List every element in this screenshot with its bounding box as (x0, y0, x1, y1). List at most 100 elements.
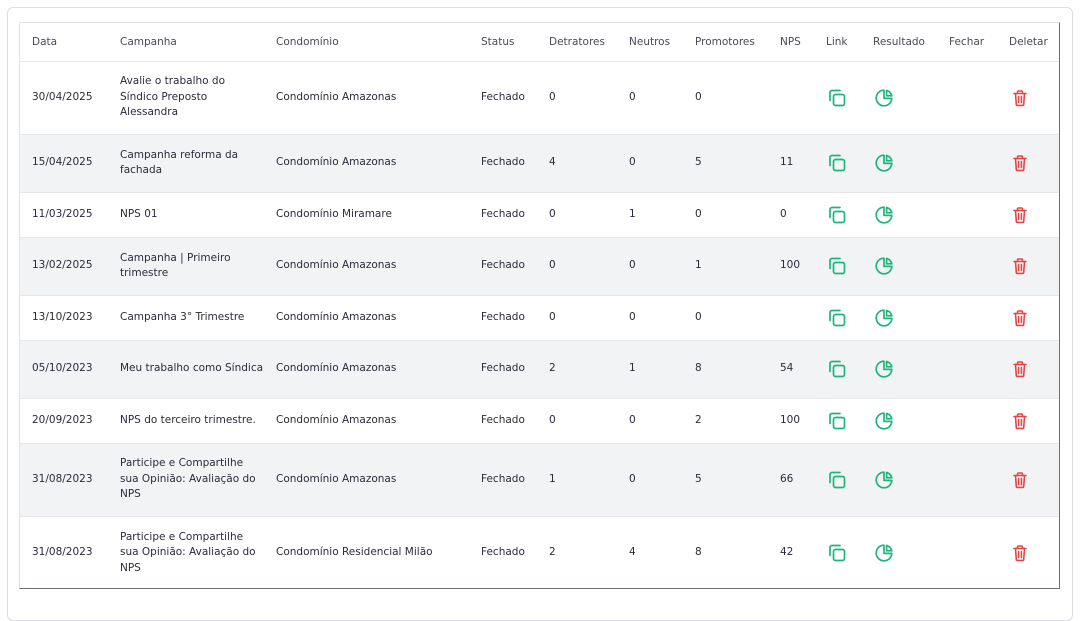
cell-condominio: Condomínio Amazonas (264, 397, 469, 443)
cell-data: 31/08/2023 (20, 442, 108, 516)
cell-deletar (997, 397, 1059, 443)
cell-status: Fechado (469, 515, 537, 588)
cell-condominio: Condomínio Miramare (264, 191, 469, 237)
table-row: 30/04/2025 Avalie o trabalho do Síndico … (20, 60, 1059, 134)
pie-chart-icon[interactable] (873, 255, 895, 277)
cell-fechar (937, 60, 997, 134)
cell-campanha: Participe e Compartilhe sua Opinião: Ava… (108, 515, 264, 588)
pie-chart-icon[interactable] (873, 358, 895, 380)
cell-data: 13/02/2025 (20, 236, 108, 295)
cell-fechar (937, 236, 997, 295)
cell-deletar (997, 339, 1059, 398)
copy-icon[interactable] (826, 255, 848, 277)
cell-detratores: 2 (537, 515, 617, 588)
cell-promotores: 0 (683, 60, 768, 134)
cell-campanha: Campanha reforma da fachada (108, 133, 264, 192)
cell-nps: 42 (768, 515, 814, 588)
header-deletar: Deletar (997, 23, 1059, 62)
cell-data: 20/09/2023 (20, 397, 108, 443)
cell-deletar (997, 294, 1059, 340)
cell-data: 13/10/2023 (20, 294, 108, 340)
cell-deletar (997, 236, 1059, 295)
header-promotores[interactable]: Promotores (683, 23, 768, 62)
trash-icon[interactable] (1009, 87, 1031, 109)
pie-chart-icon[interactable] (873, 410, 895, 432)
cell-resultado (861, 442, 937, 516)
copy-icon[interactable] (826, 204, 848, 226)
cell-promotores: 8 (683, 515, 768, 588)
cell-resultado (861, 191, 937, 237)
pie-chart-icon[interactable] (873, 542, 895, 564)
pie-chart-icon[interactable] (873, 469, 895, 491)
header-data[interactable]: Data (20, 23, 108, 62)
table-row: 05/10/2023 Meu trabalho como Síndica Con… (20, 339, 1059, 398)
trash-icon[interactable] (1009, 410, 1031, 432)
cell-resultado (861, 294, 937, 340)
cell-data: 05/10/2023 (20, 339, 108, 398)
cell-data: 15/04/2025 (20, 133, 108, 192)
header-condominio[interactable]: Condomínio (264, 23, 469, 62)
trash-icon[interactable] (1009, 204, 1031, 226)
copy-icon[interactable] (826, 542, 848, 564)
table-row: 31/08/2023 Participe e Compartilhe sua O… (20, 515, 1059, 588)
cell-fechar (937, 294, 997, 340)
cell-campanha: NPS do terceiro trimestre. (108, 397, 264, 443)
trash-icon[interactable] (1009, 542, 1031, 564)
cell-condominio: Condomínio Amazonas (264, 339, 469, 398)
cell-nps: 100 (768, 397, 814, 443)
cell-deletar (997, 191, 1059, 237)
trash-icon[interactable] (1009, 358, 1031, 380)
cell-detratores: 1 (537, 442, 617, 516)
cell-nps: 11 (768, 133, 814, 192)
trash-icon[interactable] (1009, 307, 1031, 329)
cell-status: Fechado (469, 133, 537, 192)
cell-nps: 66 (768, 442, 814, 516)
cell-deletar (997, 515, 1059, 588)
cell-promotores: 5 (683, 133, 768, 192)
header-detratores[interactable]: Detratores (537, 23, 617, 62)
cell-promotores: 8 (683, 339, 768, 398)
cell-neutros: 0 (617, 133, 683, 192)
cell-nps (768, 60, 814, 134)
cell-neutros: 0 (617, 236, 683, 295)
cell-campanha: Meu trabalho como Síndica (108, 339, 264, 398)
table-row: 11/03/2025 NPS 01 Condomínio Miramare Fe… (20, 191, 1059, 237)
cell-promotores: 1 (683, 236, 768, 295)
cell-nps: 54 (768, 339, 814, 398)
copy-icon[interactable] (826, 87, 848, 109)
trash-icon[interactable] (1009, 469, 1031, 491)
cell-link (814, 133, 861, 192)
cell-link (814, 442, 861, 516)
copy-icon[interactable] (826, 469, 848, 491)
trash-icon[interactable] (1009, 255, 1031, 277)
copy-icon[interactable] (826, 410, 848, 432)
header-neutros[interactable]: Neutros (617, 23, 683, 62)
cell-data: 30/04/2025 (20, 60, 108, 134)
copy-icon[interactable] (826, 307, 848, 329)
cell-resultado (861, 515, 937, 588)
header-status[interactable]: Status (469, 23, 537, 62)
cell-condominio: Condomínio Amazonas (264, 60, 469, 134)
cell-status: Fechado (469, 191, 537, 237)
header-campanha[interactable]: Campanha (108, 23, 264, 62)
cell-data: 31/08/2023 (20, 515, 108, 588)
pie-chart-icon[interactable] (873, 307, 895, 329)
cell-promotores: 0 (683, 294, 768, 340)
copy-icon[interactable] (826, 358, 848, 380)
cell-neutros: 4 (617, 515, 683, 588)
pie-chart-icon[interactable] (873, 152, 895, 174)
cell-deletar (997, 133, 1059, 192)
pie-chart-icon[interactable] (873, 87, 895, 109)
header-resultado: Resultado (861, 23, 937, 62)
table-row: 13/02/2025 Campanha | Primeiro trimestre… (20, 236, 1059, 295)
copy-icon[interactable] (826, 152, 848, 174)
cell-condominio: Condomínio Amazonas (264, 133, 469, 192)
cell-nps: 100 (768, 236, 814, 295)
cell-deletar (997, 442, 1059, 516)
trash-icon[interactable] (1009, 152, 1031, 174)
cell-condominio: Condomínio Residencial Milão (264, 515, 469, 588)
cell-fechar (937, 397, 997, 443)
cell-data: 11/03/2025 (20, 191, 108, 237)
header-nps[interactable]: NPS (768, 23, 814, 62)
pie-chart-icon[interactable] (873, 204, 895, 226)
